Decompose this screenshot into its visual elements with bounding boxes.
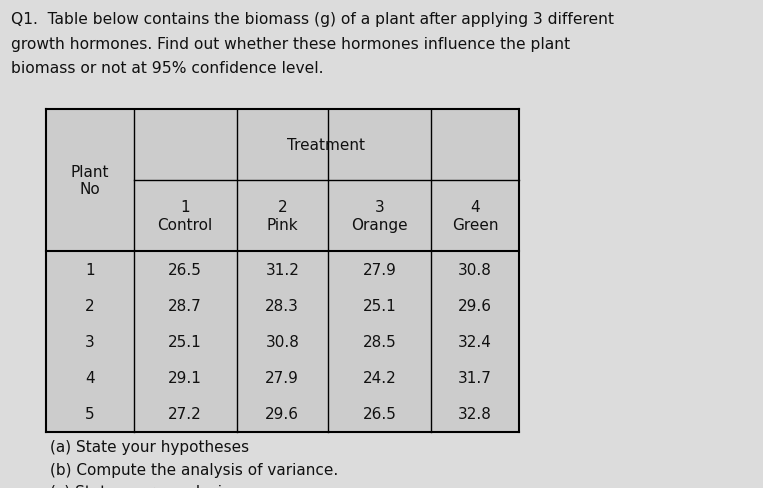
- Text: 28.7: 28.7: [168, 298, 202, 313]
- Text: 2
Pink: 2 Pink: [266, 200, 298, 232]
- Text: 28.3: 28.3: [266, 298, 299, 313]
- Text: 28.5: 28.5: [362, 334, 397, 349]
- Text: 27.9: 27.9: [362, 262, 397, 277]
- Text: 3: 3: [85, 334, 95, 349]
- Text: Plant
No: Plant No: [70, 164, 109, 197]
- Text: 32.4: 32.4: [458, 334, 492, 349]
- Text: 31.7: 31.7: [458, 370, 492, 385]
- Text: growth hormones. Find out whether these hormones influence the plant: growth hormones. Find out whether these …: [11, 37, 571, 52]
- Text: 29.6: 29.6: [266, 407, 299, 421]
- Text: biomass or not at 95% confidence level.: biomass or not at 95% confidence level.: [11, 61, 324, 76]
- Text: 4
Green: 4 Green: [452, 200, 498, 232]
- Text: (c) State your conclusion.: (c) State your conclusion.: [50, 484, 246, 488]
- Text: (b) Compute the analysis of variance.: (b) Compute the analysis of variance.: [50, 462, 338, 477]
- Text: 25.1: 25.1: [362, 298, 397, 313]
- Text: 27.2: 27.2: [168, 407, 202, 421]
- Text: 31.2: 31.2: [266, 262, 299, 277]
- Text: (a) State your hypotheses: (a) State your hypotheses: [50, 439, 249, 454]
- Text: 26.5: 26.5: [362, 407, 397, 421]
- Text: 3
Orange: 3 Orange: [351, 200, 408, 232]
- Text: 2: 2: [85, 298, 95, 313]
- Text: Treatment: Treatment: [287, 138, 365, 153]
- Text: 32.8: 32.8: [458, 407, 492, 421]
- Text: 24.2: 24.2: [362, 370, 397, 385]
- Text: 4: 4: [85, 370, 95, 385]
- Text: 30.8: 30.8: [458, 262, 492, 277]
- Text: 26.5: 26.5: [168, 262, 202, 277]
- Text: 1: 1: [85, 262, 95, 277]
- Text: 27.9: 27.9: [266, 370, 299, 385]
- Text: 1
Control: 1 Control: [157, 200, 213, 232]
- Text: 5: 5: [85, 407, 95, 421]
- Text: 29.1: 29.1: [168, 370, 202, 385]
- Text: 25.1: 25.1: [168, 334, 202, 349]
- Text: 30.8: 30.8: [266, 334, 299, 349]
- Text: Q1.  Table below contains the biomass (g) of a plant after applying 3 different: Q1. Table below contains the biomass (g)…: [11, 12, 614, 27]
- Text: 29.6: 29.6: [458, 298, 492, 313]
